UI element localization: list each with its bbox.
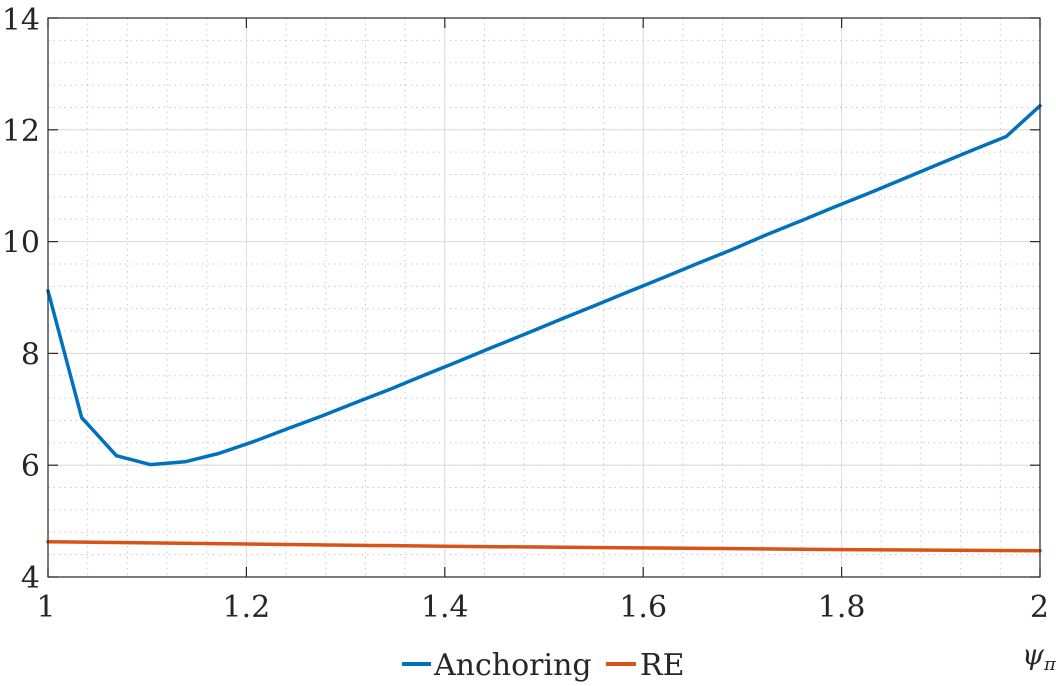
x-tick-label: 1.2 [223,590,271,625]
y-tick-label: 6 [21,449,40,484]
y-tick-label: 4 [21,561,40,596]
x-axis-label-subscript: π [1043,654,1056,675]
y-tick-label: 12 [2,114,40,149]
x-tick-label: 1 [36,590,55,625]
x-tick-label: 1.6 [619,590,667,625]
legend-label: RE [640,648,685,683]
x-axis-label: ψπ [1022,638,1056,675]
y-tick-label: 14 [2,3,40,38]
legend-label: Anchoring [433,648,592,683]
series-line-re [46,540,1042,553]
series-line-anchoring [46,104,1042,467]
x-tick-label: 2 [1030,590,1049,625]
x-tick-label: 1.8 [818,590,866,625]
legend: Anchoring RE [402,648,685,683]
y-axis-ticks: 4 6 8 10 12 14 [2,3,1040,596]
series-layer [46,104,1042,553]
x-tick-label: 1.4 [421,590,469,625]
legend-item-anchoring: Anchoring [402,648,592,683]
plot-area-frame [47,17,1041,578]
x-axis-ticks: 1 1.2 1.4 1.6 1.8 2 [36,18,1049,625]
x-axis-label-symbol: ψ [1022,638,1045,671]
y-tick-label: 10 [2,226,40,261]
y-tick-label: 8 [21,337,40,372]
legend-item-re: RE [606,648,685,683]
